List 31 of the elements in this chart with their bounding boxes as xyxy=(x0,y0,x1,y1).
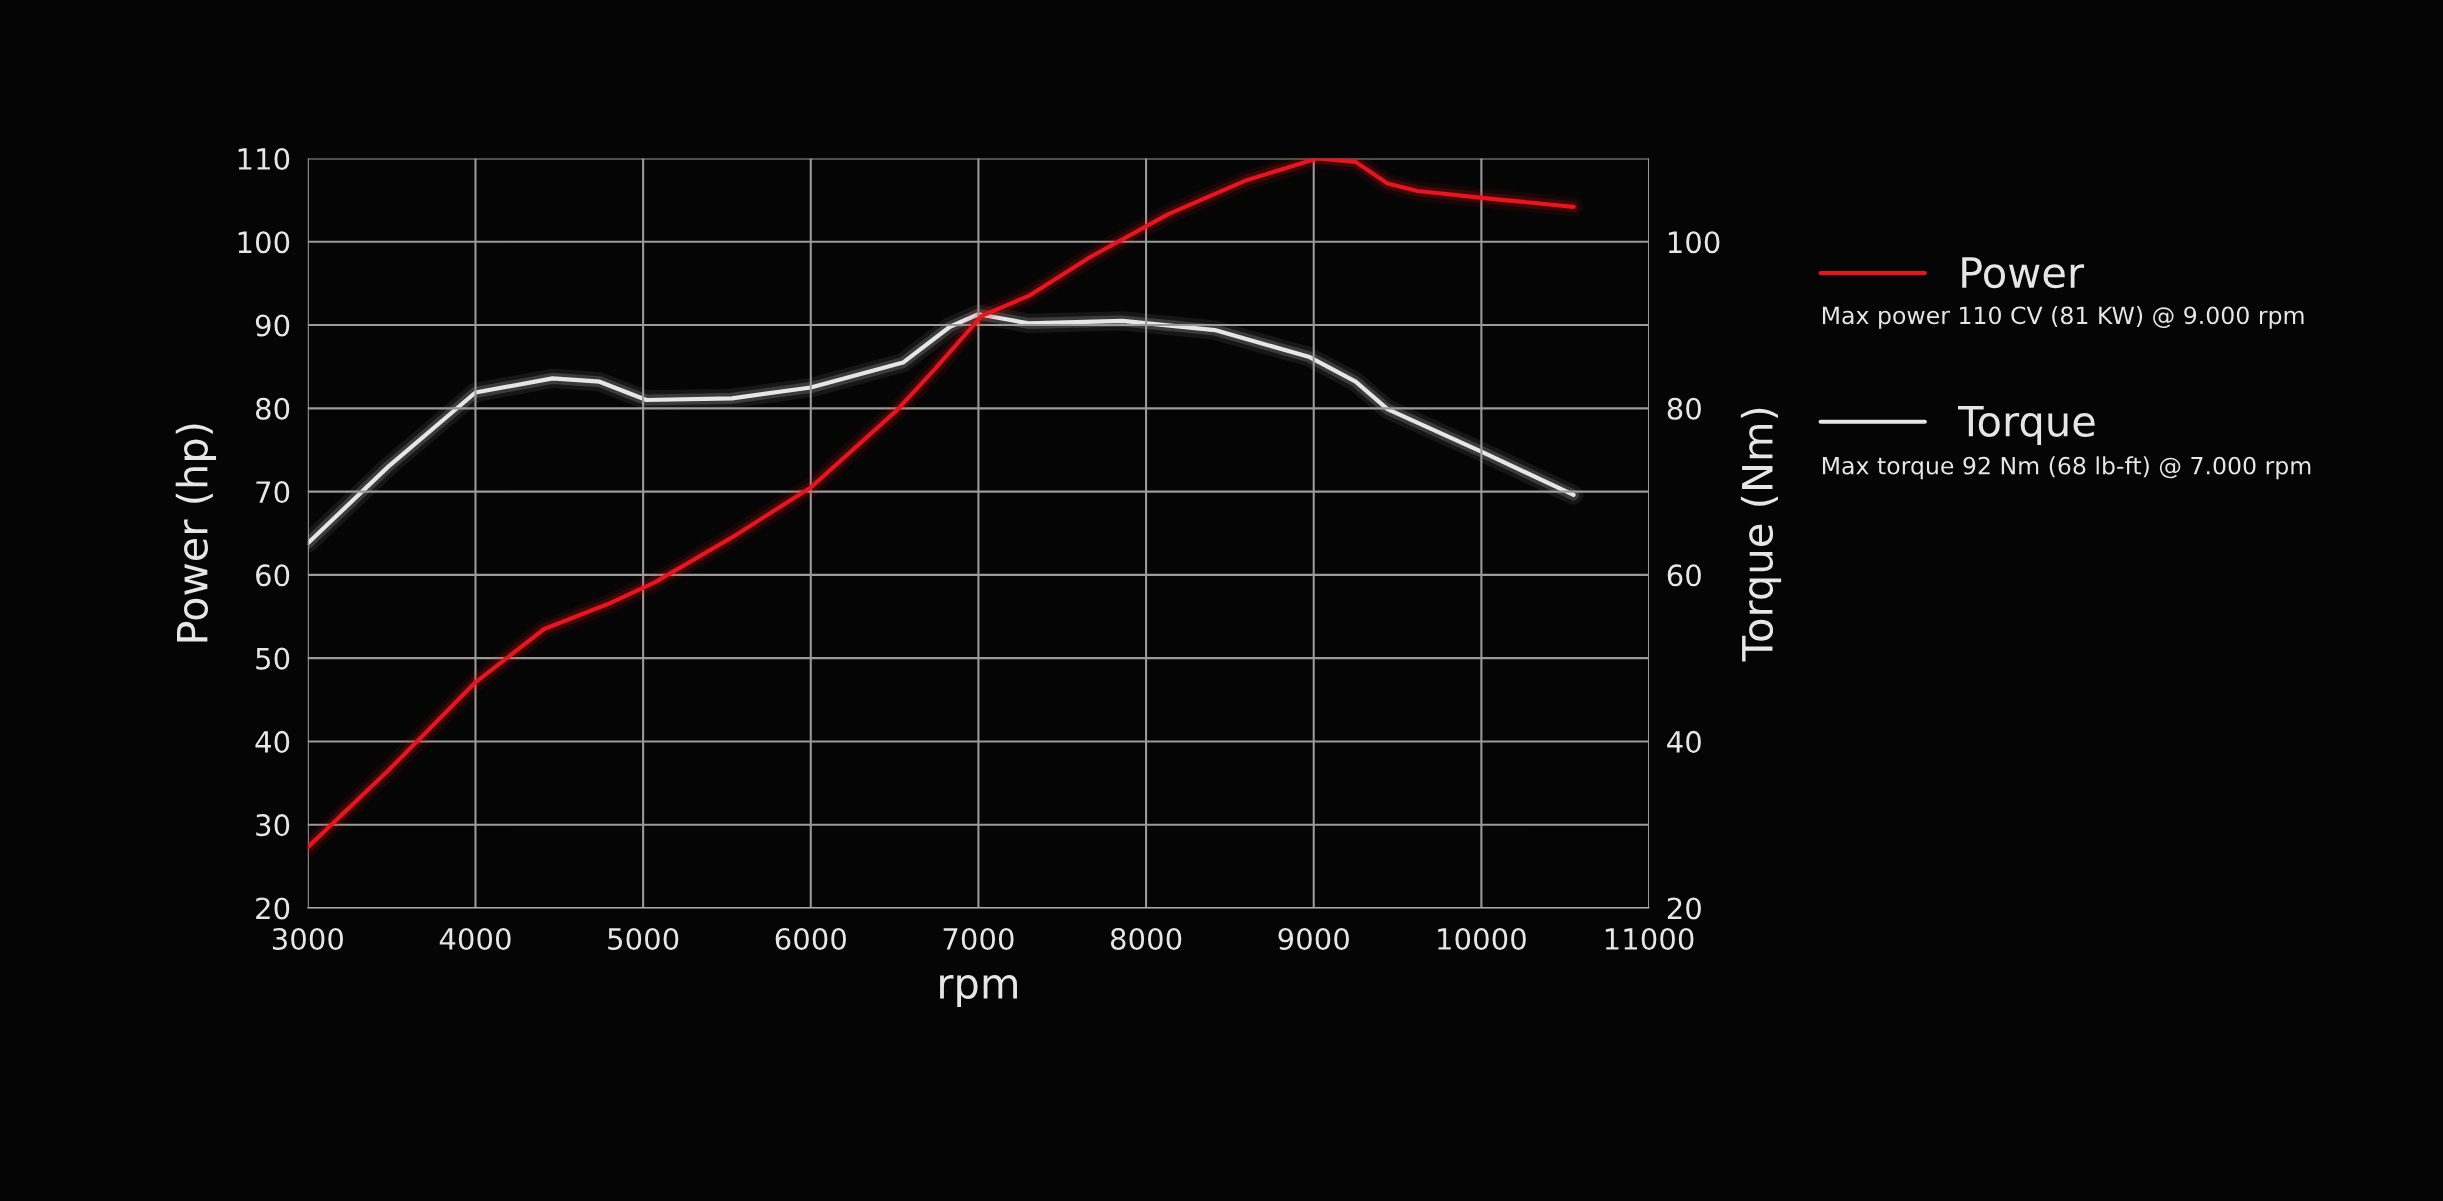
y2-tick-label: 60 xyxy=(1667,564,1701,587)
y-tick-label: 50 xyxy=(256,647,290,670)
x-tick-label: 8000 xyxy=(1110,927,1182,950)
y2-tick-label: 80 xyxy=(1667,397,1701,420)
legend-label: Torque xyxy=(1958,405,2095,445)
x-tick-label: 7000 xyxy=(943,927,1014,950)
y2-tick-label: 20 xyxy=(1667,897,1701,920)
x-tick-label: 9000 xyxy=(1278,927,1349,950)
x-tick-label: 4000 xyxy=(439,927,511,950)
y-tick-label: 20 xyxy=(256,897,290,920)
y-tick-label: 60 xyxy=(256,564,290,587)
y2-tick-label: 100 xyxy=(1668,231,1720,254)
y-tick-label: 90 xyxy=(255,314,290,337)
y-tick-label: 100 xyxy=(238,231,290,254)
y-tick-label: 30 xyxy=(256,814,290,837)
y2-tick-label: 40 xyxy=(1667,730,1701,753)
text: Max torque 92 Nm (68 lb-ft) @ 7.000 rpm xyxy=(1822,456,2311,480)
y-tick-label: 70 xyxy=(256,481,290,504)
x-tick-label: 10000 xyxy=(1438,927,1526,950)
y-tick-label: 80 xyxy=(256,397,290,420)
y-axis-title: Power (hp) xyxy=(175,424,217,642)
x-tick-label: 3000 xyxy=(272,927,343,950)
x-axis-title: rpm xyxy=(940,975,1017,1008)
legend-label: Power xyxy=(1962,257,2085,289)
y-tick-label: 110 xyxy=(238,147,290,171)
x-tick-label: 5000 xyxy=(608,927,679,950)
x-tick-label: 6000 xyxy=(775,927,846,950)
y-tick-label: 40 xyxy=(255,730,290,753)
text: Max power 110 CV (81 KW) @ 9.000 rpm xyxy=(1822,306,2304,329)
x-tick-label: 11000 xyxy=(1605,927,1694,950)
y2-axis-title: Torque (Nm) xyxy=(1740,408,1782,662)
